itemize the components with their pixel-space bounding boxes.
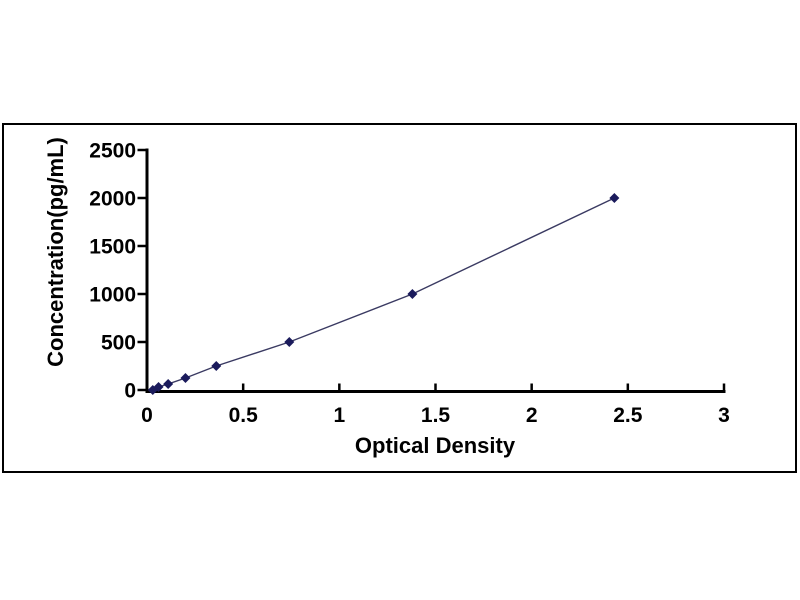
x-tick-label: 2.5 bbox=[613, 404, 643, 427]
x-tick-label: 1 bbox=[333, 404, 345, 427]
y-tick-label: 2500 bbox=[89, 140, 136, 163]
x-axis-title: Optical Density bbox=[355, 433, 516, 458]
y-axis-title: Concentration(pg/mL) bbox=[43, 137, 68, 367]
x-tick-label: 0 bbox=[141, 404, 153, 427]
x-tick-label: 1.5 bbox=[421, 404, 451, 427]
chart-frame bbox=[2, 123, 797, 473]
data-point-marker bbox=[407, 289, 418, 299]
chart-generated-layer: 0 500 1000 1500 2000 2500 0 0.5 1 1.5 2 2.5 3 bbox=[89, 140, 730, 428]
x-tick-label: 0.5 bbox=[229, 404, 259, 427]
data-point-marker bbox=[211, 361, 222, 371]
y-tick-label: 2000 bbox=[89, 188, 136, 211]
data-series-line bbox=[152, 197, 615, 391]
y-tick-label: 1000 bbox=[89, 284, 136, 307]
data-point-marker bbox=[163, 379, 174, 389]
data-point-marker bbox=[609, 193, 620, 203]
data-point-marker bbox=[284, 337, 295, 347]
data-point-marker bbox=[153, 382, 164, 392]
y-tick-label: 1500 bbox=[89, 236, 136, 259]
y-tick-label: 0 bbox=[124, 380, 136, 403]
x-tick-label: 2 bbox=[526, 404, 538, 427]
y-tick-label: 500 bbox=[101, 332, 136, 355]
data-point-marker bbox=[180, 373, 191, 383]
x-tick-label: 3 bbox=[718, 404, 730, 427]
